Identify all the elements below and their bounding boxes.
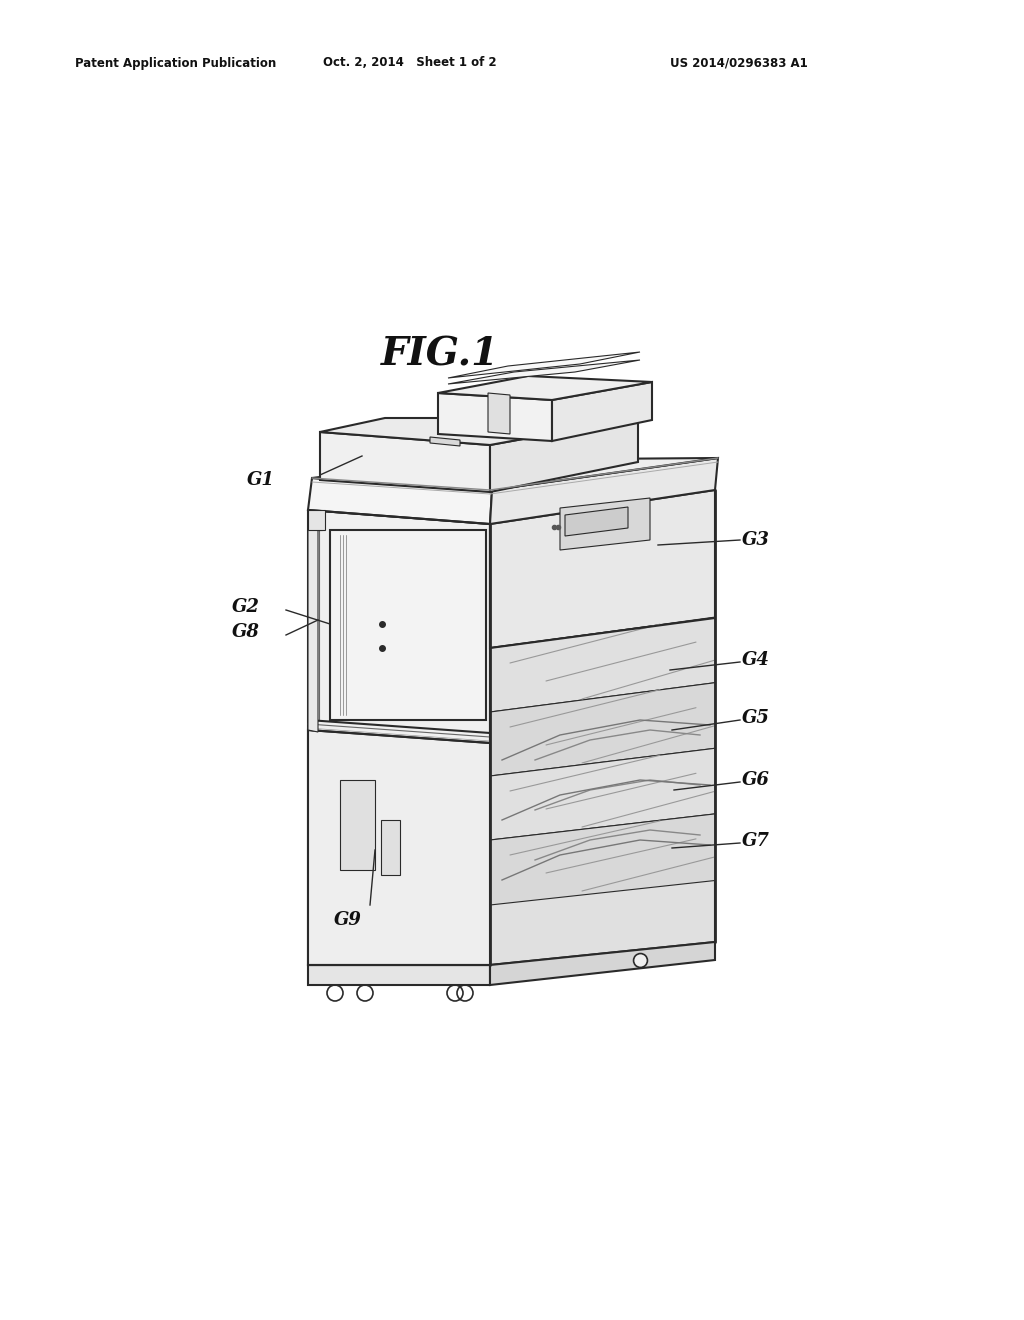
Text: G9: G9: [334, 911, 361, 929]
Text: G8: G8: [232, 623, 260, 642]
Polygon shape: [340, 780, 375, 870]
Polygon shape: [430, 437, 460, 446]
Polygon shape: [490, 490, 715, 648]
Polygon shape: [308, 730, 490, 965]
Polygon shape: [438, 393, 552, 441]
Text: FIG.1: FIG.1: [381, 337, 499, 374]
Text: US 2014/0296383 A1: US 2014/0296383 A1: [670, 57, 808, 70]
Polygon shape: [319, 432, 490, 492]
Polygon shape: [552, 381, 652, 441]
Polygon shape: [565, 507, 628, 536]
Polygon shape: [488, 393, 510, 434]
Polygon shape: [308, 510, 490, 965]
Polygon shape: [490, 682, 715, 776]
Text: G1: G1: [247, 471, 275, 488]
Text: G3: G3: [742, 531, 770, 549]
Polygon shape: [308, 510, 322, 531]
Polygon shape: [490, 942, 715, 985]
Polygon shape: [308, 510, 318, 733]
Polygon shape: [490, 748, 715, 840]
Polygon shape: [381, 820, 400, 875]
Text: G4: G4: [742, 651, 770, 669]
Polygon shape: [490, 814, 715, 906]
Polygon shape: [449, 352, 640, 378]
Polygon shape: [560, 498, 650, 550]
Text: Patent Application Publication: Patent Application Publication: [75, 57, 276, 70]
Polygon shape: [308, 478, 492, 524]
Polygon shape: [490, 458, 718, 524]
Text: G7: G7: [742, 832, 770, 850]
Text: G2: G2: [232, 598, 260, 616]
Polygon shape: [438, 376, 652, 400]
Polygon shape: [490, 418, 638, 492]
Polygon shape: [490, 616, 715, 711]
Polygon shape: [330, 531, 486, 719]
Text: Oct. 2, 2014   Sheet 1 of 2: Oct. 2, 2014 Sheet 1 of 2: [324, 57, 497, 70]
Polygon shape: [308, 510, 325, 531]
Polygon shape: [308, 965, 490, 985]
Text: G6: G6: [742, 771, 770, 789]
Polygon shape: [449, 360, 640, 384]
Polygon shape: [319, 418, 638, 445]
Polygon shape: [490, 490, 715, 965]
Text: G5: G5: [742, 709, 770, 727]
Polygon shape: [312, 458, 718, 490]
